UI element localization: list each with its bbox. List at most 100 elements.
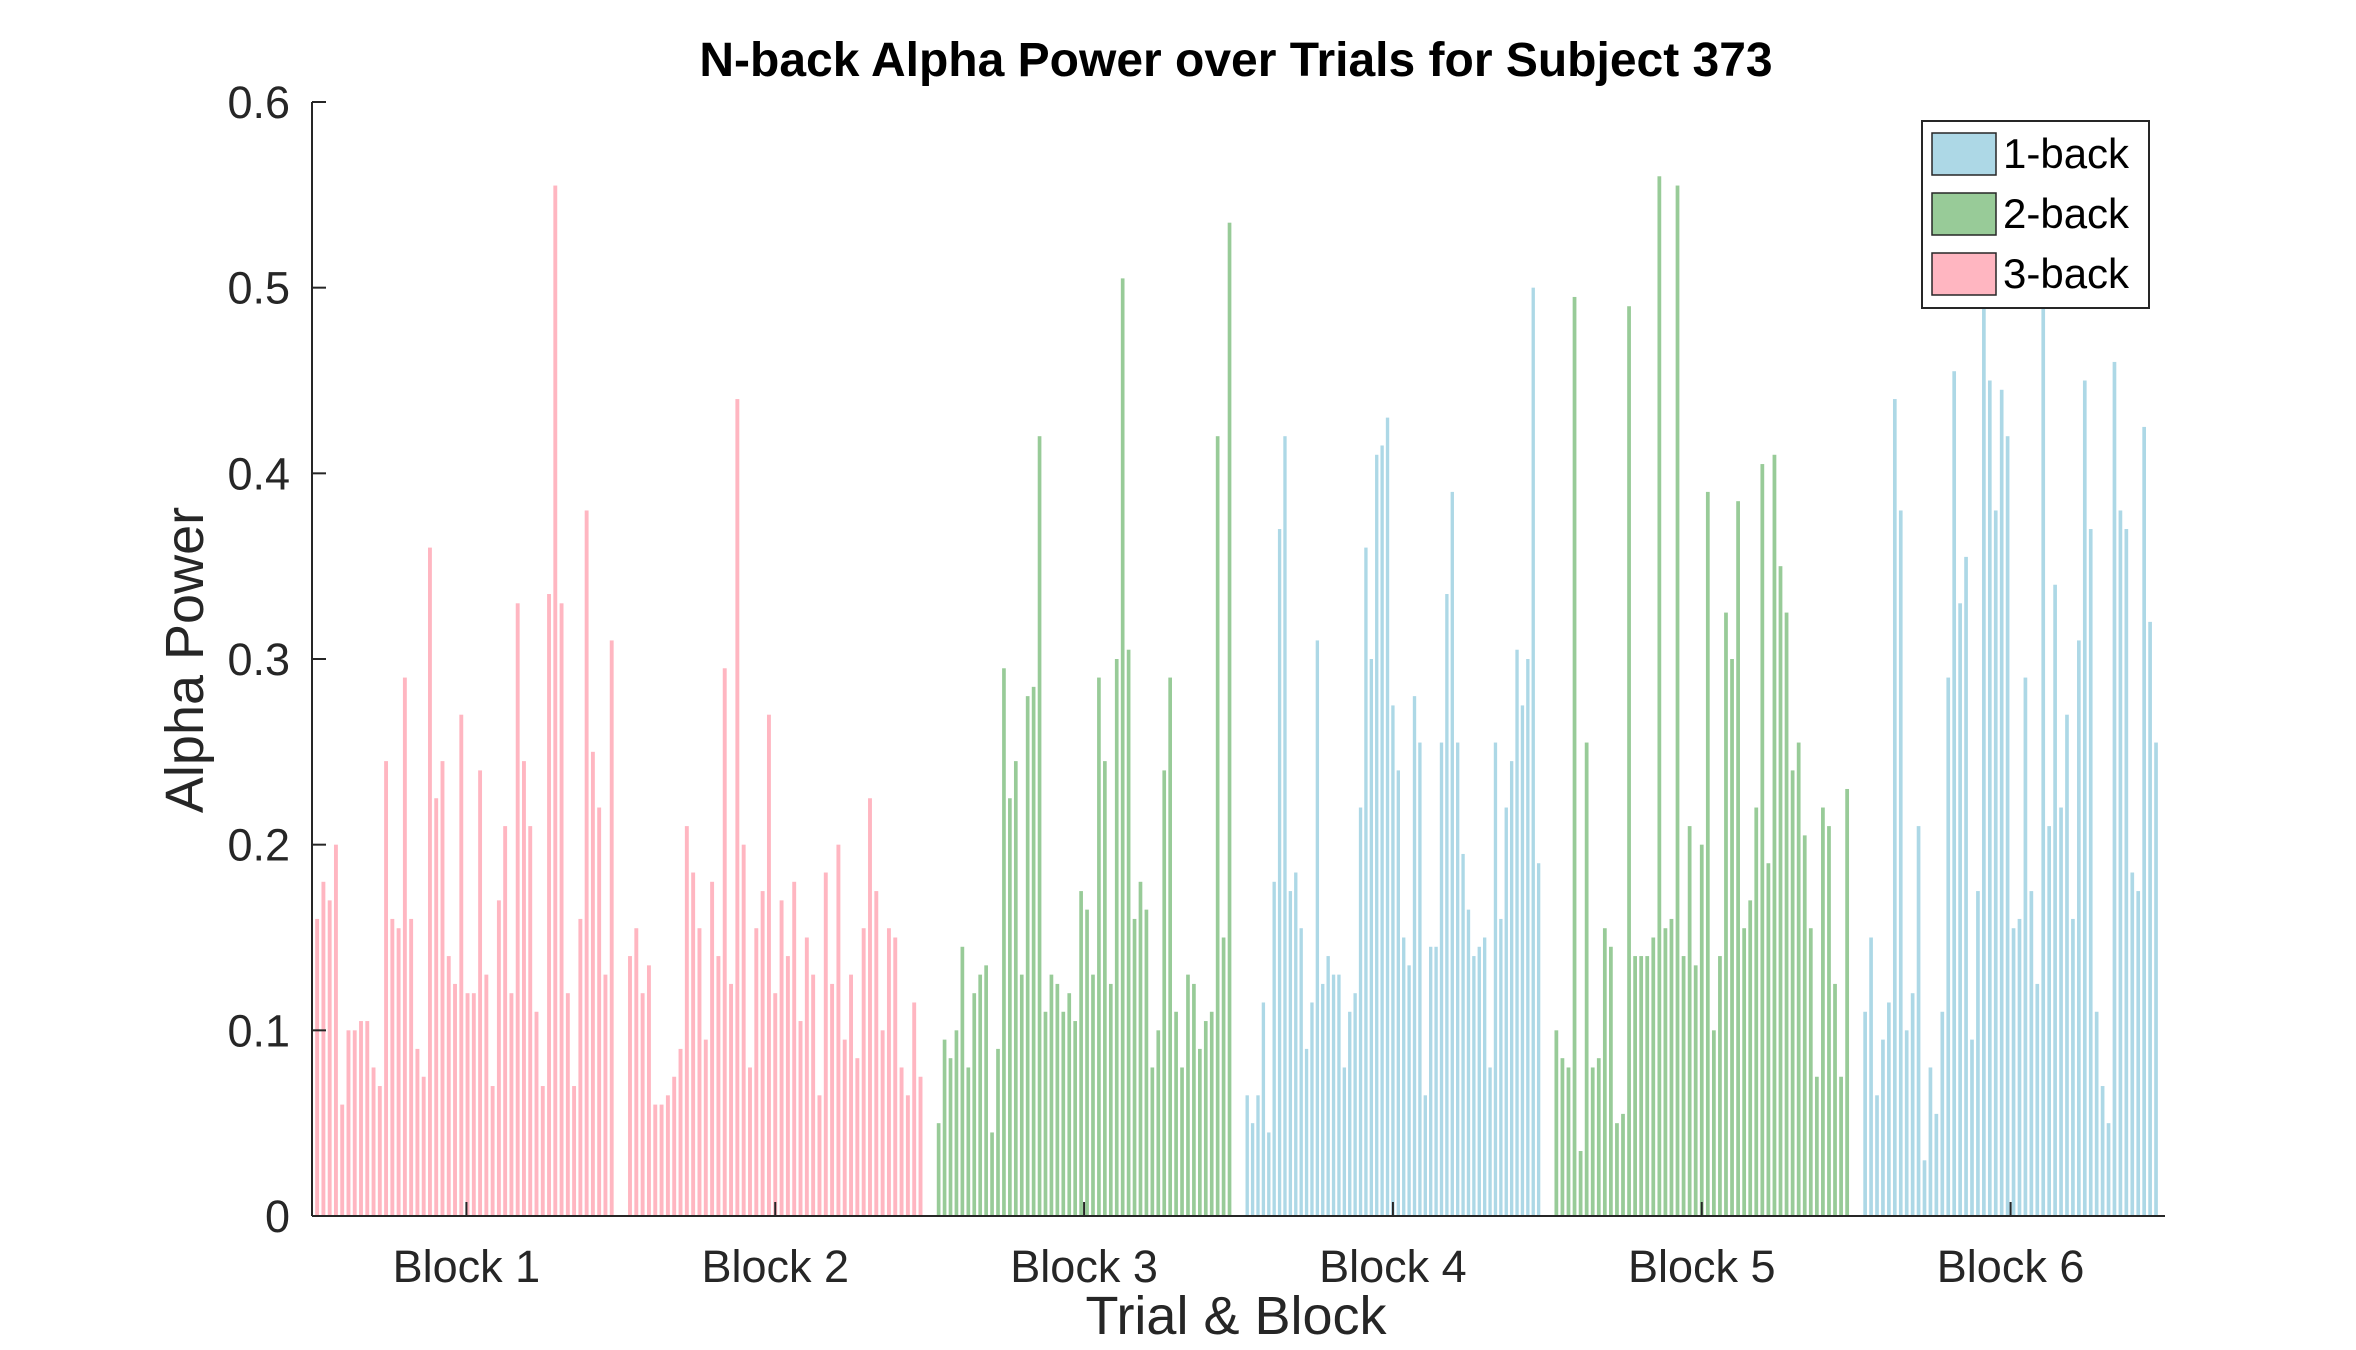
bar-block1-trial39 xyxy=(553,185,558,1216)
bar-block2-trial32 xyxy=(823,872,828,1216)
bar-block3-trial18 xyxy=(1037,436,1042,1216)
bar-block6-trial20 xyxy=(1976,891,1980,1216)
bar-block6-trial42 xyxy=(2106,1123,2111,1216)
bar-block1-trial41 xyxy=(565,993,570,1216)
bar-block6-trial8 xyxy=(1904,1030,1909,1216)
bar-block2-trial16 xyxy=(722,668,727,1216)
bar-block4-trial47 xyxy=(1493,742,1498,1216)
bar-block4-trial40 xyxy=(1456,742,1460,1216)
bar-block4-trial18 xyxy=(1337,974,1341,1216)
bar-block5-trial40 xyxy=(1790,770,1795,1216)
bar-block3-trial29 xyxy=(1103,761,1107,1216)
bar-block6-trial46 xyxy=(2130,872,2135,1216)
bar-block3-trial46 xyxy=(1203,1021,1208,1216)
bar-block4-trial33 xyxy=(1418,742,1422,1216)
bar-block5-trial7 xyxy=(1590,1067,1595,1216)
bar-block1-trial34 xyxy=(522,761,526,1216)
bar-block3-trial11 xyxy=(996,1048,1000,1216)
y-tick-label: 0.5 xyxy=(227,263,290,314)
x-axis-label: Trial & Block xyxy=(1085,1286,1387,1346)
bar-block1-trial6 xyxy=(346,1030,351,1216)
bar-block5-trial48 xyxy=(1839,1076,1843,1216)
bar-block5-trial10 xyxy=(1609,946,1613,1216)
bar-block4-trial17 xyxy=(1331,974,1336,1216)
bar-block6-trial37 xyxy=(2077,640,2081,1216)
bar-block5-trial38 xyxy=(1778,566,1783,1216)
bar-block1-trial29 xyxy=(490,1086,495,1216)
bar-block3-trial50 xyxy=(1227,222,1232,1216)
bar-block1-trial48 xyxy=(609,640,614,1216)
bar-block4-trial51 xyxy=(1515,649,1519,1216)
bar-block5-trial47 xyxy=(1833,983,1837,1216)
bar-block6-trial9 xyxy=(1910,993,1915,1216)
bar-block5-trial32 xyxy=(1742,928,1747,1216)
bar-block5-trial9 xyxy=(1602,928,1607,1216)
bar-block3-trial43 xyxy=(1186,974,1190,1216)
bar-block3-trial7 xyxy=(972,993,977,1216)
bar-block2-trial1 xyxy=(628,956,632,1216)
bar-block1-trial1 xyxy=(315,918,320,1216)
bar-block4-trial22 xyxy=(1358,807,1363,1216)
bar-block5-trial3 xyxy=(1566,1067,1571,1216)
bar-block6-trial29 xyxy=(2029,891,2034,1216)
bar-block5-trial23 xyxy=(1687,826,1692,1216)
bar-block4-trial12 xyxy=(1304,1048,1309,1216)
bar-block6-trial28 xyxy=(2023,677,2028,1216)
bar-block1-trial24 xyxy=(459,714,464,1216)
bar-block6-trial43 xyxy=(2112,361,2117,1216)
bar-block3-trial35 xyxy=(1138,881,1143,1216)
bar-block4-trial13 xyxy=(1310,1002,1314,1216)
bar-block6-trial16 xyxy=(1952,371,1957,1217)
bar-block1-trial43 xyxy=(578,918,583,1216)
bar-block3-trial5 xyxy=(960,946,965,1216)
bar-block5-trial1 xyxy=(1554,1030,1559,1216)
bar-block5-trial43 xyxy=(1808,928,1813,1216)
bar-block1-trial31 xyxy=(503,826,508,1216)
bar-block5-trial16 xyxy=(1645,956,1650,1216)
bar-block2-trial13 xyxy=(703,1039,708,1216)
bar-block4-trial30 xyxy=(1402,937,1406,1216)
bar-block5-trial19 xyxy=(1663,928,1668,1216)
bar-block1-trial5 xyxy=(340,1104,345,1216)
bar-block6-trial25 xyxy=(2005,436,2010,1216)
bar-block1-trial32 xyxy=(509,993,514,1216)
bar-block5-trial18 xyxy=(1657,176,1662,1216)
bar-block1-trial20 xyxy=(434,798,439,1216)
bar-block5-trial39 xyxy=(1784,612,1789,1216)
y-axis-label: Alpha Power xyxy=(155,507,215,813)
bar-block3-trial41 xyxy=(1174,1011,1178,1216)
bar-block2-trial36 xyxy=(849,974,853,1216)
bar-block4-trial32 xyxy=(1412,696,1417,1216)
bar-block2-trial9 xyxy=(678,1048,683,1216)
bar-block4-trial49 xyxy=(1504,807,1508,1216)
y-tick-label: 0.3 xyxy=(227,634,290,685)
bar-block2-trial21 xyxy=(754,928,759,1216)
bar-block6-trial24 xyxy=(1999,389,2004,1216)
bar-block6-trial19 xyxy=(1970,1039,1974,1216)
bar-block4-trial34 xyxy=(1423,1095,1427,1216)
bar-block1-trial33 xyxy=(515,603,520,1216)
y-tick-label: 0.4 xyxy=(227,448,290,499)
bar-block4-trial16 xyxy=(1326,956,1330,1216)
bar-block4-trial3 xyxy=(1256,1095,1260,1216)
bar-block1-trial19 xyxy=(428,547,432,1216)
bars-layer xyxy=(315,176,2158,1217)
bar-block5-trial30 xyxy=(1730,659,1734,1216)
bar-block6-trial14 xyxy=(1940,1011,1945,1216)
bar-block1-trial38 xyxy=(547,594,551,1216)
bar-block4-trial55 xyxy=(1536,863,1541,1216)
legend-swatch-3-back xyxy=(1931,252,1997,296)
bar-block2-trial5 xyxy=(653,1104,658,1216)
bar-block3-trial4 xyxy=(954,1030,959,1216)
bar-block3-trial38 xyxy=(1156,1030,1161,1216)
bar-block1-trial40 xyxy=(559,603,564,1216)
bar-block2-trial33 xyxy=(830,983,835,1216)
bar-block4-trial26 xyxy=(1380,445,1384,1217)
bar-block5-trial14 xyxy=(1633,956,1637,1216)
bar-block6-trial10 xyxy=(1916,826,1921,1216)
bar-block2-trial2 xyxy=(634,928,639,1216)
bar-block2-trial10 xyxy=(684,826,689,1216)
bar-block4-trial37 xyxy=(1439,742,1444,1216)
bar-block6-trial6 xyxy=(1892,399,1897,1216)
bar-block4-trial45 xyxy=(1482,937,1487,1216)
